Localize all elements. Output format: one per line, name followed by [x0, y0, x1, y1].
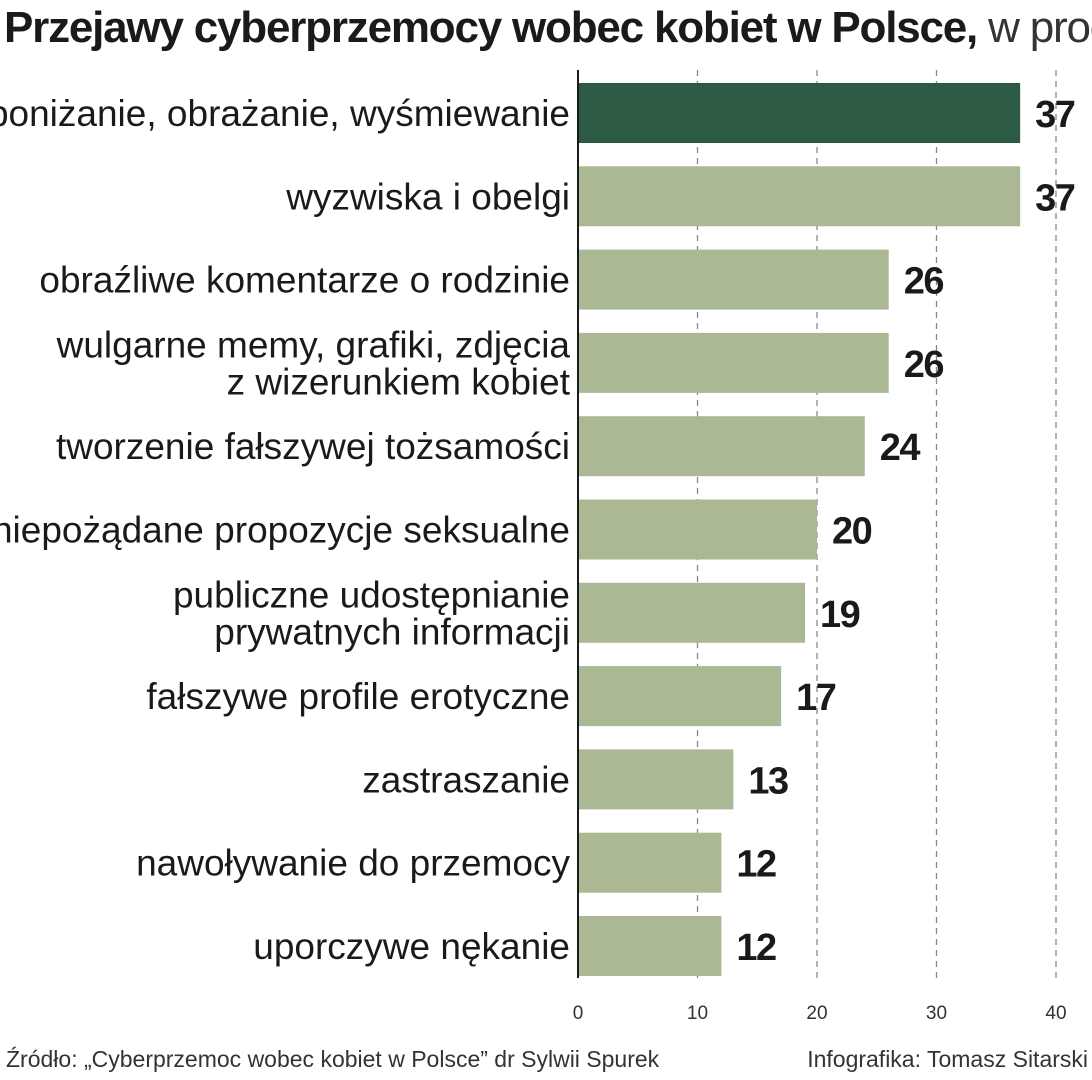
credit-note: Infografika: Tomasz Sitarski: [807, 1046, 1088, 1072]
value-label-3: 26: [904, 344, 944, 386]
category-label-4: tworzenie fałszywej tożsamości: [56, 426, 570, 467]
category-label-0: poniżanie, obrażanie, wyśmiewanie: [0, 93, 570, 134]
category-label-6-line-0: publiczne udostępnianie: [173, 574, 570, 615]
x-tick-label-0: 0: [573, 1003, 584, 1024]
chart-title: Przejawy cyberprzemocy wobec kobiet w Po…: [4, 2, 1092, 54]
category-label-8: zastraszanie: [362, 759, 570, 800]
bar-2: [578, 249, 889, 310]
chart-title-unit: w proc.: [988, 3, 1092, 52]
value-label-6: 19: [820, 594, 860, 636]
category-label-2: obraźliwe komentarze o rodzinie: [39, 260, 570, 301]
source-note: Źródło: „Cyberprzemoc wobec kobiet w Pol…: [6, 1046, 660, 1072]
chart-title-main: Przejawy cyberprzemocy wobec kobiet w Po…: [4, 3, 978, 52]
bar-4: [578, 416, 865, 477]
bar-6: [578, 582, 806, 643]
x-tick-label-4: 40: [1045, 1003, 1066, 1024]
value-label-1: 37: [1035, 177, 1075, 219]
bar-5: [578, 499, 817, 560]
bar-10: [578, 916, 722, 976]
value-label-2: 26: [904, 261, 944, 303]
category-label-6-line-1: prywatnych informacji: [214, 611, 570, 652]
category-label-10: uporczywe nękanie: [253, 926, 570, 967]
bar-1: [578, 166, 1021, 227]
x-tick-label-1: 10: [687, 1003, 708, 1024]
category-label-9: nawoływanie do przemocy: [136, 843, 570, 884]
value-label-0: 37: [1035, 94, 1075, 136]
value-label-8: 13: [748, 760, 788, 802]
category-label-1: wyzwiska i obelgi: [285, 176, 570, 217]
value-label-5: 20: [832, 511, 872, 553]
bar-8: [578, 749, 734, 810]
category-label-7: fałszywe profile erotyczne: [146, 676, 570, 717]
bar-0: [578, 83, 1021, 143]
bar-3: [578, 332, 889, 393]
category-label-5: niepożądane propozycje seksualne: [0, 510, 570, 551]
bar-7: [578, 666, 782, 727]
category-label-3-line-1: z wizerunkiem kobiet: [227, 361, 571, 402]
x-tick-label-2: 20: [806, 1003, 827, 1024]
value-label-4: 24: [880, 427, 921, 469]
value-label-7: 17: [796, 677, 836, 719]
category-label-3-line-0: wulgarne memy, grafiki, zdjęcia: [56, 324, 571, 365]
value-label-10: 12: [736, 927, 776, 969]
value-label-9: 12: [736, 844, 776, 886]
x-tick-label-3: 30: [926, 1003, 947, 1024]
bar-9: [578, 832, 722, 893]
